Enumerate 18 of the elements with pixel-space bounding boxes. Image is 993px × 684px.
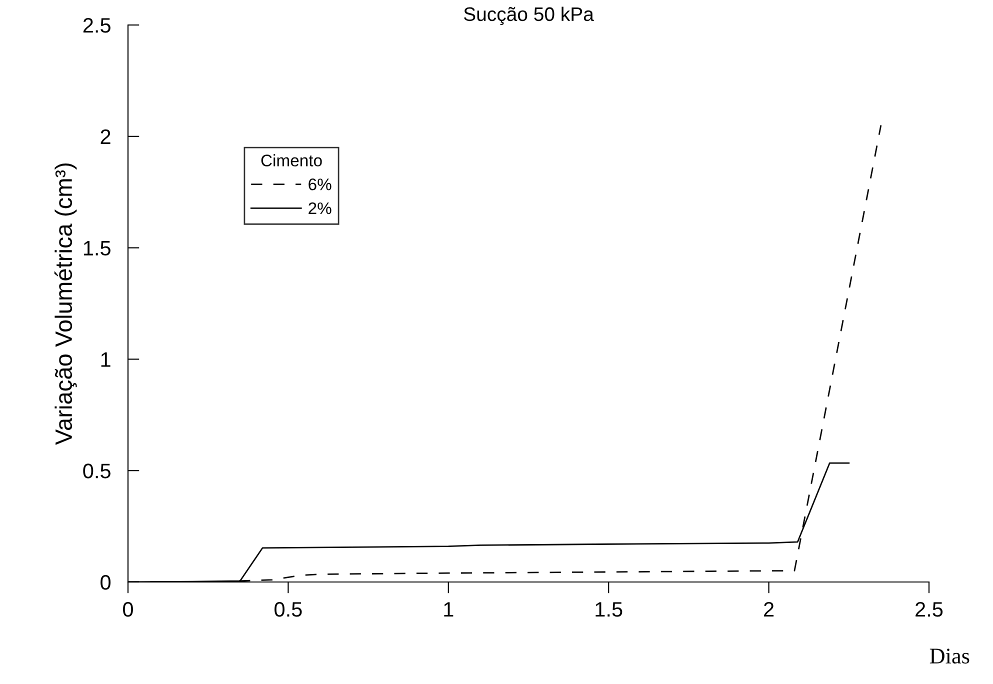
legend-label: 2% xyxy=(308,202,332,214)
y-tick-label: 1.5 xyxy=(84,241,110,256)
y-tick-label: 2.5 xyxy=(83,18,110,33)
y-axis-title: Variação Volumétrica (cm³) xyxy=(54,163,77,445)
x-tick-label: 0.5 xyxy=(274,602,302,617)
y-tick-label: 0.5 xyxy=(83,464,110,478)
chart-title: Sucção 50 kPa xyxy=(464,6,594,25)
x-tick-label: 2 xyxy=(764,602,774,617)
x-tick-label: 2.5 xyxy=(916,602,943,617)
legend-label: 6% xyxy=(308,178,332,190)
x-axis-title: Dias xyxy=(930,648,970,664)
y-tick-label: 2 xyxy=(100,129,110,144)
x-tick-label: 1 xyxy=(444,602,454,617)
x-tick-label: 0 xyxy=(123,602,133,617)
y-tick-label: 1 xyxy=(101,352,110,367)
x-tick-label: 1.5 xyxy=(596,602,622,617)
y-tick-label: 0 xyxy=(100,575,111,590)
legend-title: Cimento xyxy=(261,154,322,166)
